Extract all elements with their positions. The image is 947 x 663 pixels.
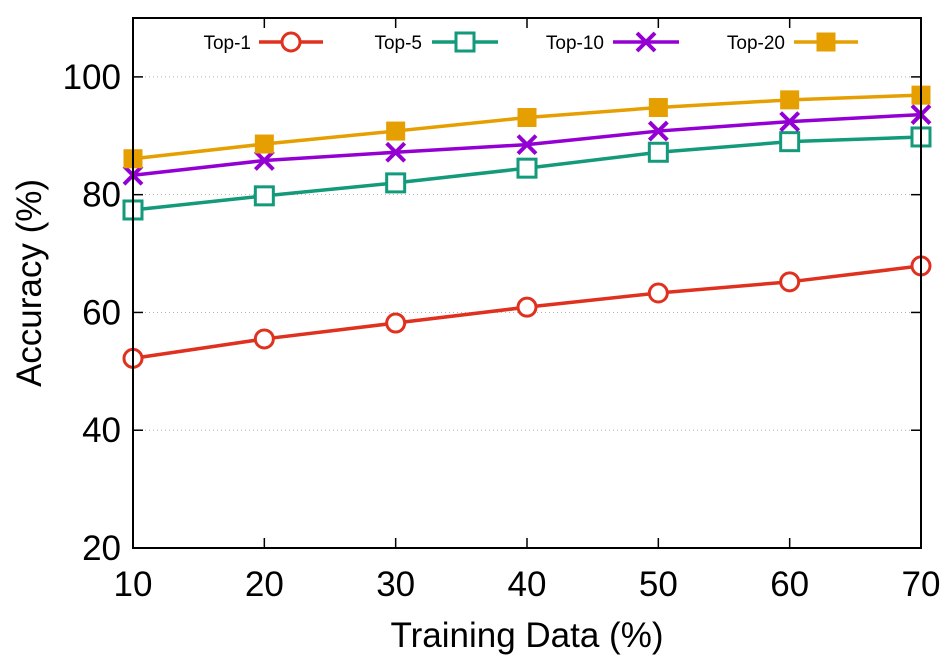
point-top-1 <box>516 296 538 318</box>
legend: Top-1 Top-5 Top-10 Top-20 <box>203 31 858 54</box>
grid-lines <box>133 76 921 431</box>
legend-label: Top-20 <box>727 33 785 54</box>
legend-marker <box>280 31 302 53</box>
legend-label: Top-5 <box>374 33 422 54</box>
legend-item-top-1: Top-1 <box>203 31 323 54</box>
point-top-20 <box>780 90 800 110</box>
point-top-10 <box>779 111 801 133</box>
legend-marker <box>635 31 657 53</box>
legend-item-top-10: Top-10 <box>546 31 679 54</box>
x-tick-label: 50 <box>639 565 678 604</box>
x-marker-stroke <box>385 141 407 163</box>
x-tick-label: 30 <box>376 565 415 604</box>
y-tick-label: 100 <box>63 58 121 97</box>
legend-item-top-5: Top-5 <box>374 31 498 54</box>
legend-label: Top-1 <box>203 33 251 54</box>
point-top-20 <box>254 134 274 154</box>
y-tick-label: 60 <box>82 293 121 332</box>
legend-marker <box>816 32 836 52</box>
point-top-5 <box>516 157 538 179</box>
series-top-5 <box>122 126 932 221</box>
x-marker-stroke <box>647 120 669 142</box>
x-marker-stroke <box>635 31 657 53</box>
point-top-10 <box>516 134 538 156</box>
point-top-10 <box>385 141 407 163</box>
point-top-1 <box>385 312 407 334</box>
point-top-10 <box>253 150 275 171</box>
y-tick-label: 40 <box>82 411 121 450</box>
point-top-10 <box>647 120 669 142</box>
x-marker-stroke <box>516 134 538 156</box>
plot-frame <box>132 17 922 549</box>
series-layer <box>122 85 932 369</box>
x-tick-label: 10 <box>114 565 153 604</box>
point-top-5 <box>385 172 407 194</box>
x-tick-label: 60 <box>770 565 809 604</box>
legend-marker <box>454 31 476 53</box>
legend-item-top-20: Top-20 <box>727 32 858 54</box>
x-marker-stroke <box>779 111 801 133</box>
y-axis-label: Accuracy (%) <box>10 179 49 387</box>
x-marker-stroke <box>253 150 275 171</box>
point-top-5 <box>779 131 801 153</box>
x-tick-label: 40 <box>508 565 547 604</box>
point-top-20 <box>386 121 406 141</box>
legend-label: Top-10 <box>546 33 604 54</box>
y-tick-label: 80 <box>82 176 121 215</box>
point-top-1 <box>253 328 275 350</box>
point-top-1 <box>779 271 801 293</box>
point-top-5 <box>253 185 275 207</box>
point-top-1 <box>647 282 669 304</box>
x-axis-label: Training Data (%) <box>391 616 664 655</box>
series-top-20 <box>123 85 931 169</box>
point-top-20 <box>517 108 537 128</box>
x-tick-label: 70 <box>902 565 941 604</box>
x-tick-label: 20 <box>245 565 284 604</box>
point-top-5 <box>647 141 669 163</box>
y-tick-label: 20 <box>82 529 121 568</box>
point-top-20 <box>648 98 668 118</box>
